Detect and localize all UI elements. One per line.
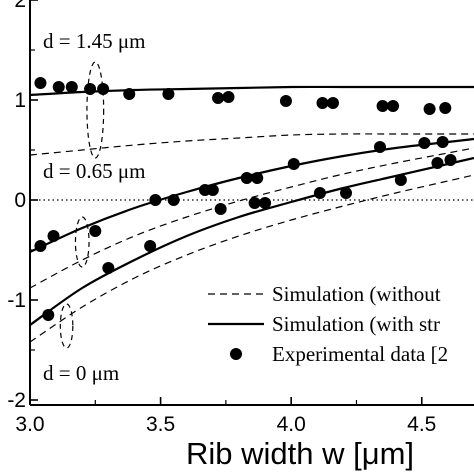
x-tick-label: 3.0 [15,413,44,436]
data-point [259,197,272,209]
data-point [167,194,180,206]
group-ellipse [74,216,90,268]
simulation-without-strain-line [29,147,474,289]
y-tick-label: 0 [14,189,26,212]
data-point [431,157,444,169]
simulation-without-strain-line [29,133,474,156]
data-point [123,88,136,100]
data-point [444,154,457,166]
data-point [436,136,449,148]
simulation-with-strain-line [29,156,474,326]
data-point [316,97,329,109]
curve-annotation: d = 0 μm [43,361,119,385]
data-point [376,100,389,112]
data-point [340,187,353,199]
axes: 3.0 3.5 4.0 4.5 -2 -1 0 1 2 [7,0,474,436]
data-point [287,158,300,170]
data-point [387,100,400,112]
data-point [423,103,436,115]
data-point [248,197,261,209]
data-point [373,141,386,153]
x-tick-label: 3.5 [146,413,175,436]
legend-marker [230,348,242,360]
data-point [279,95,292,107]
group-ellipse [86,61,105,159]
data-point [214,203,227,215]
annotation-layer: d = 1.45 μm d = 0.65 μm d = 0 μm [43,29,145,385]
data-point [149,194,162,206]
curve-annotation: d = 1.45 μm [43,29,145,53]
simulation-with-strain-line [29,85,474,97]
data-point [65,81,78,93]
simulation-without-strain-line [29,174,474,343]
series-layer [29,85,474,343]
legend: Simulation (without Simulation (with str E… [208,282,448,366]
x-axis-label: Rib width w [μm] [186,436,414,471]
data-point [439,102,452,114]
x-tick-label: 4.0 [277,413,306,436]
group-ellipse [59,303,74,349]
data-point [326,97,339,109]
data-point [84,83,97,95]
data-point [144,240,157,252]
marker-layer [34,77,457,321]
legend-label: Simulation (with str [272,312,440,336]
data-point [47,230,60,242]
data-point [418,137,431,149]
data-point [34,240,47,252]
data-point [89,225,102,237]
curve-annotation: d = 0.65 μm [43,159,145,183]
y-tick-label: -1 [7,289,26,312]
data-point [212,92,225,104]
data-point [251,172,264,184]
y-tick-label: 1 [14,89,26,112]
group-ellipse-layer [59,61,105,349]
data-point [42,309,55,321]
data-point [162,88,175,100]
data-point [206,184,219,196]
y-tick-label: -2 [7,389,26,412]
data-point [313,187,326,199]
data-point [34,77,47,89]
data-point [52,81,65,93]
data-point [102,262,115,274]
y-tick-label: 2 [14,0,26,12]
legend-label: Experimental data [2 [272,342,448,366]
x-tick-label: 4.5 [407,413,436,436]
legend-label: Simulation (without [272,282,441,306]
data-point [394,174,407,186]
data-point [240,172,253,184]
data-point [97,83,110,95]
data-point [222,91,235,103]
